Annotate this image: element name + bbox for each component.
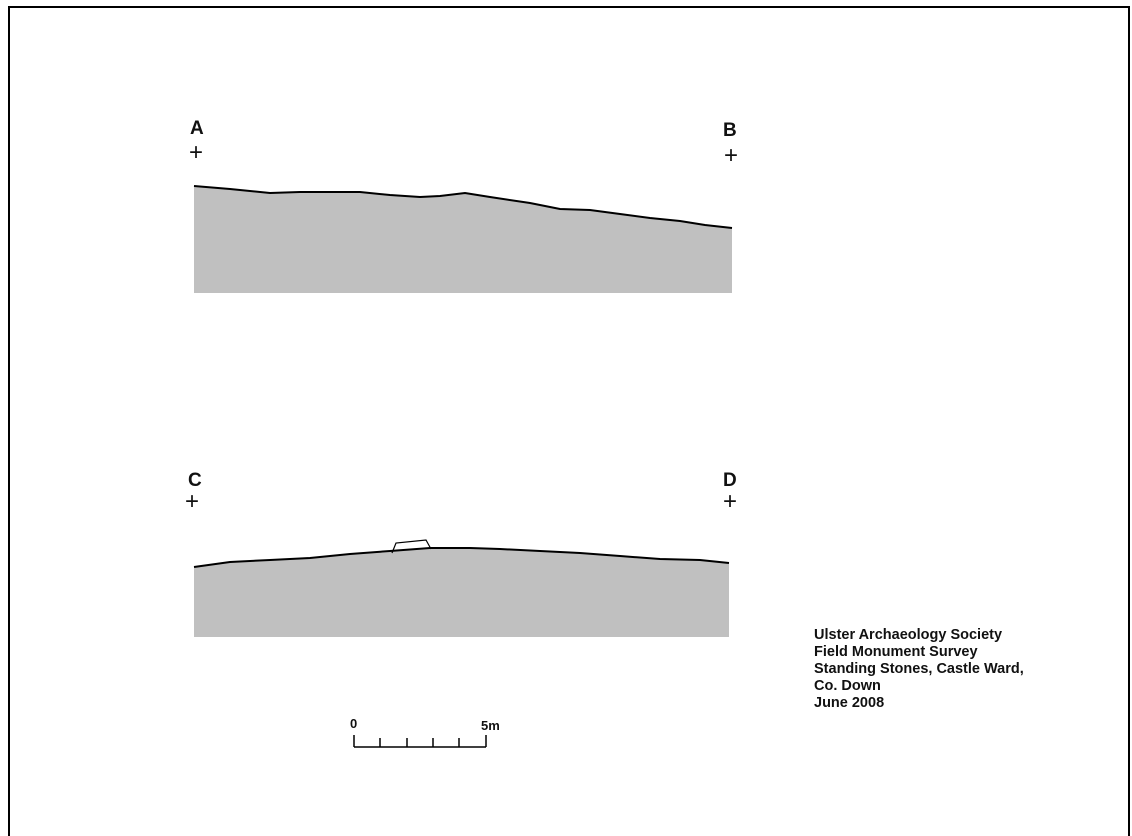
scale-bar-start-label: 0 [350, 716, 358, 731]
title-line-site: Standing Stones, Castle Ward, [814, 661, 1024, 677]
scale-bar [353, 735, 487, 748]
profile-cd-end-marker: + [723, 488, 738, 515]
drawing-frame [8, 6, 1130, 836]
title-line-survey: Field Monument Survey [814, 644, 978, 660]
title-block: Ulster Archaeology Society Field Monumen… [814, 627, 1114, 712]
standing-stone-outline [391, 539, 432, 554]
title-line-county: Co. Down [814, 678, 881, 694]
title-line-organisation: Ulster Archaeology Society [814, 627, 1003, 643]
profile-cd-end-label: D [723, 470, 737, 491]
profile-ab-start-marker: + [189, 139, 204, 166]
profile-ab-end-marker: + [724, 142, 739, 169]
profile-ab-start-label: A [190, 118, 204, 139]
profile-cd-start-marker: + [185, 488, 200, 515]
profile-ab-line [193, 185, 733, 229]
profile-cd-ground [194, 548, 729, 637]
scale-bar-end-label: 5m [481, 718, 500, 733]
profile-ab-ground [194, 186, 732, 293]
profile-ab-end-label: B [723, 120, 737, 141]
section-drawing [193, 185, 733, 748]
profile-cd-line [193, 547, 730, 568]
title-line-date: June 2008 [814, 695, 885, 711]
profile-cd-start-label: C [188, 470, 202, 491]
